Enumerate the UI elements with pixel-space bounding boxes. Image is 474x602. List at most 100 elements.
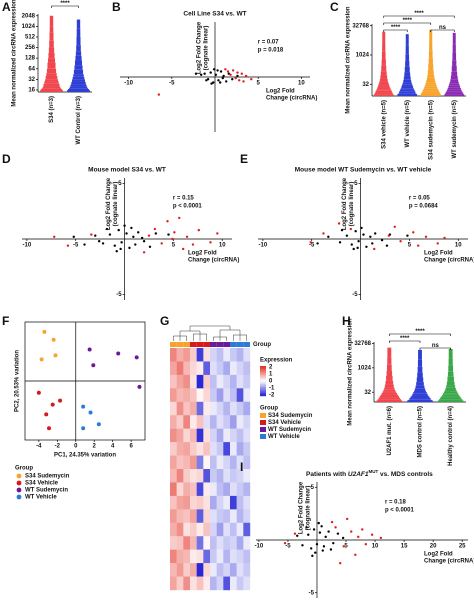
point: [216, 69, 219, 72]
significance-bracket: [430, 29, 455, 32]
violin-slice: [446, 91, 463, 93]
heatmap-cell: [190, 469, 197, 483]
y-tick-label: 1024: [22, 24, 36, 30]
heatmap-cell: [203, 509, 211, 523]
violin-slice: [450, 79, 459, 82]
heatmap-cell: [203, 374, 211, 389]
point: [191, 243, 195, 246]
violin-slice: [42, 86, 61, 89]
heatmap-cell: [203, 348, 211, 362]
point: [231, 78, 234, 81]
point: [293, 532, 297, 535]
annotation: r = 0.18: [385, 500, 407, 506]
x-tick-label: WT sudemycin (n=5): [452, 100, 458, 159]
heatmap-cell: [230, 442, 237, 456]
violin-slice: [378, 83, 389, 86]
heatmap-cell: [223, 428, 231, 443]
heatmap-cell: [243, 509, 251, 523]
heatmap-cell: [223, 576, 231, 591]
heatmap-cell: [236, 415, 244, 429]
x-tick-label: -10: [255, 544, 264, 550]
point: [166, 220, 169, 223]
x-tick-label: Healthy control (n=4): [448, 406, 454, 466]
x-tick-label: -10: [124, 81, 133, 87]
heatmap-cell: [223, 522, 231, 537]
point: [108, 233, 112, 236]
violin-slice: [76, 45, 81, 52]
point: [128, 246, 131, 250]
point: [416, 244, 420, 247]
violin-slice: [417, 359, 423, 367]
violin-slice: [381, 59, 386, 66]
point: [339, 562, 342, 565]
heatmap-cell: [236, 482, 244, 497]
point: [199, 73, 203, 77]
heatmap-cell: [176, 415, 184, 429]
violin-slice: [386, 376, 393, 381]
heatmap-cell: [243, 455, 251, 470]
heatmap-cell: [230, 482, 237, 497]
heatmap-cell: [176, 563, 184, 577]
heatmap-cell: [236, 469, 244, 483]
heatmap-cell: [216, 495, 224, 510]
significance-label: ****: [403, 18, 413, 24]
colorbar-step: [260, 385, 266, 388]
axis-label: (cognate linear): [349, 182, 355, 227]
point: [53, 235, 56, 238]
heatmap-cell: [236, 428, 244, 443]
heatmap-cell: [170, 455, 177, 470]
legend-swatch: [260, 413, 266, 418]
violin-slice: [69, 86, 88, 89]
point: [206, 78, 210, 81]
heatmap-cell: [190, 401, 197, 416]
heatmap-cell: [230, 374, 237, 389]
colorbar-step: [260, 390, 266, 392]
legend-swatch: [16, 473, 22, 479]
significance-label: ****: [400, 336, 410, 342]
heatmap-cell: [190, 442, 197, 456]
point: [315, 543, 319, 546]
heatmap-cell: [236, 522, 244, 537]
violin-slice: [402, 82, 412, 85]
point: [345, 517, 349, 521]
point: [354, 553, 357, 556]
point: [318, 531, 322, 534]
heatmap-cell: [236, 374, 244, 389]
group-cell: [243, 342, 250, 347]
axis-label: Mean normalized circRNA expression: [12, 0, 18, 107]
violin-slice: [376, 89, 392, 91]
violin-slice: [446, 381, 455, 386]
chart-title: Patients with U2AF1MUT vs. MDS controls: [306, 469, 433, 478]
point: [134, 355, 139, 360]
y-tick-label: 32768: [352, 23, 369, 29]
point: [357, 535, 360, 539]
point: [181, 247, 185, 251]
axis-label: (cognate linear): [306, 486, 312, 531]
violin-slice: [437, 400, 464, 402]
point: [116, 351, 121, 356]
violin-slice: [46, 68, 57, 74]
heatmap-cell: [190, 549, 197, 564]
violin-slice: [452, 32, 456, 45]
point: [362, 233, 365, 236]
group-cell: [176, 342, 184, 347]
heatmap-cell: [176, 509, 184, 523]
y-tick-label: 32: [28, 77, 35, 83]
point: [81, 426, 86, 431]
point: [342, 545, 345, 548]
violin-slice: [44, 79, 59, 82]
panel-label: C: [330, 0, 339, 14]
heatmap-cell: [243, 415, 251, 429]
violin-slice: [411, 395, 429, 398]
point: [209, 71, 212, 74]
heatmap-cell: [176, 388, 184, 402]
point: [349, 227, 352, 231]
point: [137, 384, 142, 389]
point: [123, 224, 126, 227]
heatmap-cell: [183, 495, 191, 510]
violin-slice: [407, 400, 433, 402]
heatmap-cell: [210, 469, 217, 483]
x-tick-label: 5: [408, 243, 412, 249]
heatmap-cell: [210, 549, 217, 564]
point: [322, 545, 326, 548]
